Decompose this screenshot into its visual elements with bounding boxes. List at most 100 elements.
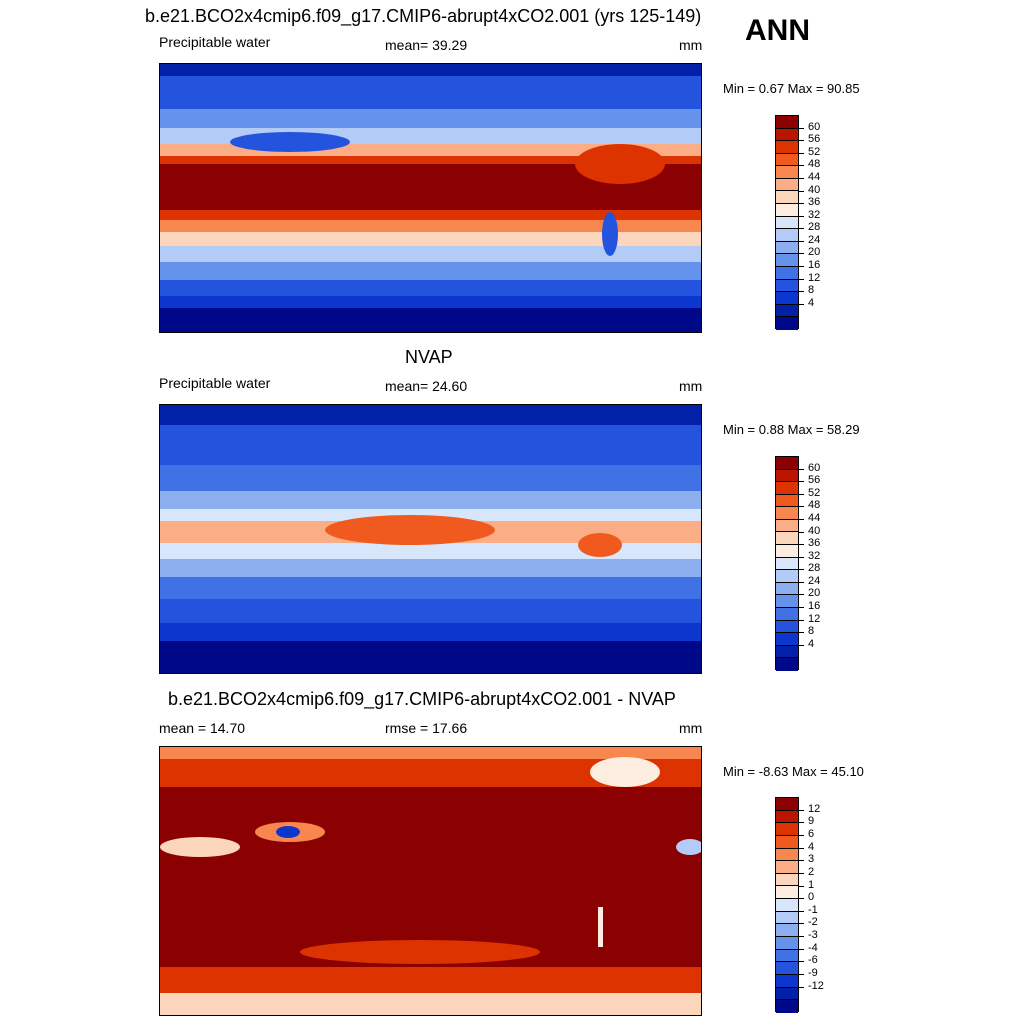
colorbar-tick-mark [799, 847, 804, 849]
colorbar-tick-mark [799, 974, 804, 976]
colorbar-tick-label: 56 [808, 133, 821, 146]
colorbar-segment [776, 116, 798, 129]
colorbar-segment [776, 532, 798, 546]
season-label: ANN [745, 14, 810, 47]
panel2-variable-label: Precipitable water [159, 375, 271, 391]
colorbar-segment [776, 582, 798, 596]
colorbar-tick-label: 36 [808, 196, 821, 209]
colorbar-tick-label: 12 [808, 802, 821, 815]
colorbar-segment [776, 886, 798, 900]
colorbar-tick-label: 4 [808, 296, 815, 309]
colorbar-tick-mark [799, 923, 804, 925]
colorbar-tick-label: 28 [808, 562, 821, 575]
colorbar-segment [776, 545, 798, 558]
colorbar-tick-label: 20 [808, 587, 821, 600]
colorbar-tick-mark [799, 556, 804, 558]
colorbar-tick-label: -6 [808, 954, 818, 967]
colorbar-segment [776, 848, 798, 862]
colorbar-segment [776, 937, 798, 950]
colorbar-tick-mark [799, 910, 804, 912]
colorbar-tick-label: -1 [808, 903, 818, 916]
colorbar-tick-mark [799, 948, 804, 950]
panel3-units-label: mm [679, 720, 703, 736]
colorbar-tick-mark [799, 986, 804, 988]
panel2-colorbar [775, 456, 799, 671]
colorbar-tick-mark [799, 165, 804, 167]
panel3-mean-label: mean = 14.70 [159, 720, 246, 736]
colorbar-tick-label: 36 [808, 537, 821, 550]
colorbar-tick-mark [799, 278, 804, 280]
colorbar-tick-mark [799, 190, 804, 192]
colorbar-tick-mark [799, 303, 804, 305]
colorbar-tick-mark [799, 644, 804, 646]
colorbar-tick-label: 0 [808, 891, 815, 904]
colorbar-segment [776, 216, 798, 230]
colorbar-tick-label: -3 [808, 929, 818, 942]
panel3-map [159, 746, 702, 1016]
colorbar-tick-label: 52 [808, 486, 821, 499]
colorbar-tick-label: 40 [808, 524, 821, 537]
colorbar-tick-label: 44 [808, 511, 821, 524]
colorbar-tick-mark [799, 569, 804, 571]
colorbar-tick-label: 28 [808, 221, 821, 234]
colorbar-tick-mark [799, 215, 804, 217]
panel3-minmax: Min = -8.63 Max = 45.10 [723, 764, 864, 779]
colorbar-tick-label: 44 [808, 170, 821, 183]
colorbar-tick-label: 24 [808, 233, 821, 246]
colorbar-tick-mark [799, 822, 804, 824]
colorbar-tick-mark [799, 240, 804, 242]
colorbar-segment [776, 962, 798, 975]
colorbar-tick-label: -9 [808, 967, 818, 980]
colorbar-tick-mark [799, 152, 804, 154]
panel1-minmax: Min = 0.67 Max = 90.85 [723, 81, 860, 96]
panel2-units-label: mm [679, 378, 703, 394]
panel1-map-field [160, 64, 701, 332]
colorbar-tick-mark [799, 291, 804, 293]
colorbar-segment [776, 229, 798, 242]
colorbar-tick-mark [799, 619, 804, 621]
colorbar-tick-label: 40 [808, 183, 821, 196]
panel2-mean-label: mean= 24.60 [385, 378, 468, 394]
colorbar-segment [776, 1000, 798, 1013]
colorbar-segment [776, 607, 798, 621]
colorbar-tick-label: 24 [808, 574, 821, 587]
panel3-title: b.e21.BCO2x4cmip6.f09_g17.CMIP6-abrupt4x… [168, 689, 676, 709]
colorbar-segment [776, 482, 798, 495]
colorbar-segment [776, 658, 798, 671]
colorbar-segment [776, 924, 798, 938]
panel2-map-field [160, 405, 701, 673]
colorbar-tick-mark [799, 481, 804, 483]
colorbar-tick-mark [799, 607, 804, 609]
colorbar-tick-label: 12 [808, 271, 821, 284]
colorbar-segment [776, 899, 798, 912]
colorbar-tick-mark [799, 809, 804, 811]
colorbar-tick-mark [799, 872, 804, 874]
colorbar-tick-label: 56 [808, 474, 821, 487]
colorbar-tick-mark [799, 253, 804, 255]
colorbar-tick-label: -12 [808, 979, 824, 992]
colorbar-tick-mark [799, 266, 804, 268]
colorbar-tick-label: 52 [808, 145, 821, 158]
panel1-mean-label: mean= 39.29 [385, 37, 468, 53]
colorbar-tick-mark [799, 961, 804, 963]
colorbar-tick-mark [799, 581, 804, 583]
colorbar-segment [776, 254, 798, 267]
colorbar-tick-mark [799, 468, 804, 470]
colorbar-tick-label: 60 [808, 120, 821, 133]
colorbar-tick-label: 48 [808, 499, 821, 512]
colorbar-tick-mark [799, 936, 804, 938]
colorbar-segment [776, 317, 798, 330]
panel1-map [159, 63, 702, 333]
colorbar-tick-mark [799, 506, 804, 508]
colorbar-tick-mark [799, 177, 804, 179]
colorbar-segment [776, 279, 798, 293]
colorbar-segment [776, 835, 798, 849]
colorbar-segment [776, 204, 798, 217]
colorbar-tick-label: 4 [808, 637, 815, 650]
colorbar-tick-label: 48 [808, 158, 821, 171]
colorbar-segment [776, 595, 798, 608]
colorbar-tick-mark [799, 885, 804, 887]
colorbar-segment [776, 304, 798, 318]
colorbar-tick-label: 32 [808, 549, 821, 562]
colorbar-segment [776, 645, 798, 659]
